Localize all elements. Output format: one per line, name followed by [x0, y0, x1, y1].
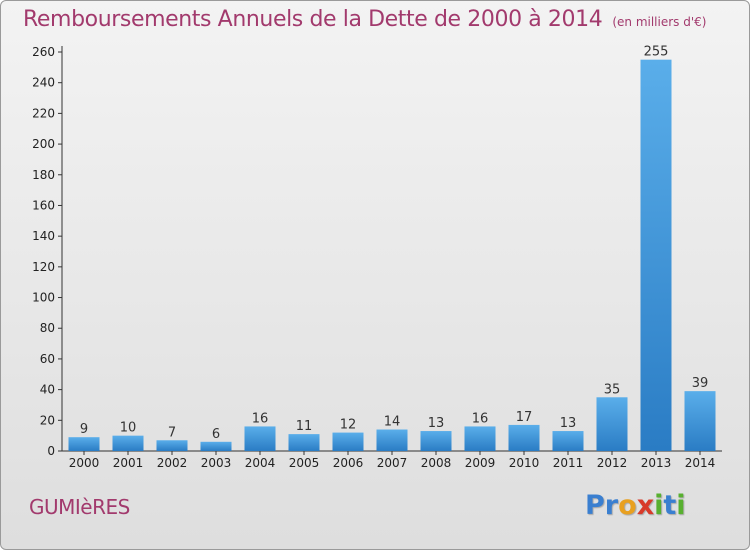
value-label: 9: [80, 422, 88, 437]
x-tick-label: 2010: [509, 456, 540, 470]
bar-2012[interactable]: [596, 397, 628, 451]
chart-title-text: Remboursements Annuels de la Dette de 20…: [23, 7, 603, 32]
y-tick-label: 100: [32, 291, 55, 305]
bar-2013[interactable]: [640, 59, 672, 452]
y-tick-label: 260: [32, 45, 55, 59]
x-tick-label: 2005: [289, 456, 320, 470]
x-tick-label: 2007: [377, 456, 408, 470]
y-tick-label: 200: [32, 137, 55, 151]
commune-name: GUMIèRES: [29, 495, 130, 519]
bar-2009[interactable]: [464, 426, 496, 451]
bar-2002[interactable]: [156, 440, 188, 451]
value-label: 7: [168, 425, 176, 440]
x-tick-label: 2002: [157, 456, 188, 470]
bar-2005[interactable]: [288, 434, 320, 451]
bar-2008[interactable]: [420, 431, 452, 451]
value-label: 13: [428, 416, 445, 431]
x-tick-label: 2008: [421, 456, 452, 470]
bar-2011[interactable]: [552, 431, 584, 451]
bar-2006[interactable]: [332, 432, 364, 451]
bar-2000[interactable]: [68, 437, 100, 451]
y-tick-label: 240: [32, 76, 55, 90]
bars: [68, 59, 716, 452]
logo-letter: r: [604, 490, 619, 521]
value-label: 39: [692, 376, 709, 391]
y-tick-label: 20: [40, 413, 55, 427]
x-tick-label: 2003: [201, 456, 232, 470]
logo-letter: i: [676, 490, 686, 521]
bar-2001[interactable]: [112, 435, 144, 451]
x-tick-label: 2001: [113, 456, 144, 470]
x-tick-label: 2012: [597, 456, 628, 470]
y-tick-label: 140: [32, 229, 55, 243]
y-tick-label: 160: [32, 198, 55, 212]
value-label: 13: [560, 416, 577, 431]
y-tick-label: 120: [32, 260, 55, 274]
value-label: 35: [604, 382, 621, 397]
chart-unit: (en milliers d'€): [612, 15, 707, 29]
value-label: 16: [472, 411, 489, 426]
axes: 0 20 40 60 80 100 120 140 160 180 200 220 240 260 2000…: [32, 45, 722, 470]
y-tick-label: 180: [32, 168, 55, 182]
bar-2007[interactable]: [376, 429, 408, 451]
logo-letter: o: [618, 490, 637, 521]
y-tick-label: 220: [32, 106, 55, 120]
value-label: 6: [212, 427, 220, 442]
logo-letter: x: [636, 490, 655, 521]
bar-2003[interactable]: [200, 441, 232, 451]
value-label: 16: [252, 411, 269, 426]
y-tick-label: 60: [40, 352, 55, 366]
y-tick-label: 80: [40, 321, 55, 335]
x-tick-label: 2004: [245, 456, 276, 470]
x-tick-label: 2014: [685, 456, 716, 470]
value-label: 11: [296, 419, 313, 434]
logo-letter: i: [654, 490, 664, 521]
value-label: 14: [384, 415, 401, 430]
y-tick-label: 0: [47, 444, 55, 458]
proxiti-logo[interactable]: Proxiti: [585, 490, 686, 521]
logo-letter: t: [663, 490, 677, 521]
x-tick-label: 2013: [641, 456, 672, 470]
value-label: 255: [644, 45, 669, 60]
y-tick-label: 40: [40, 383, 55, 397]
chart-title: Remboursements Annuels de la Dette de 20…: [23, 7, 706, 32]
value-label: 10: [120, 421, 137, 436]
logo-letter: P: [585, 490, 605, 521]
x-tick-label: 2000: [69, 456, 100, 470]
bar-2004[interactable]: [244, 426, 276, 451]
value-label: 12: [340, 418, 357, 433]
x-tick-label: 2009: [465, 456, 496, 470]
x-tick-label: 2006: [333, 456, 364, 470]
value-label: 17: [516, 410, 533, 425]
data-labels: 9 10 7 6 16 11 12 14 13 16 17 13 35 255 39: [80, 45, 708, 442]
bar-2014[interactable]: [684, 391, 716, 451]
bar-2010[interactable]: [508, 424, 540, 451]
x-tick-label: 2011: [553, 456, 584, 470]
